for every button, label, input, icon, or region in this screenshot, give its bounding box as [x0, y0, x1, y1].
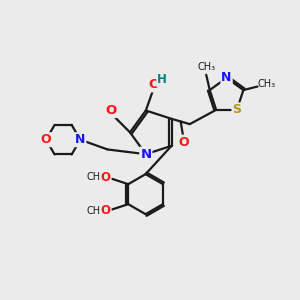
- Text: O: O: [178, 136, 189, 148]
- Text: N: N: [75, 133, 86, 146]
- Text: O: O: [41, 133, 51, 146]
- Text: CH₃: CH₃: [197, 61, 215, 71]
- Text: N: N: [140, 148, 152, 161]
- Text: S: S: [232, 103, 242, 116]
- Text: O: O: [148, 78, 159, 92]
- Text: H: H: [157, 74, 167, 86]
- Text: CH₃: CH₃: [257, 79, 275, 89]
- Text: N: N: [221, 71, 232, 84]
- Text: O: O: [106, 104, 117, 117]
- Text: CH₃: CH₃: [87, 206, 105, 216]
- Text: O: O: [100, 171, 111, 184]
- Text: O: O: [100, 205, 111, 218]
- Text: CH₃: CH₃: [87, 172, 105, 182]
